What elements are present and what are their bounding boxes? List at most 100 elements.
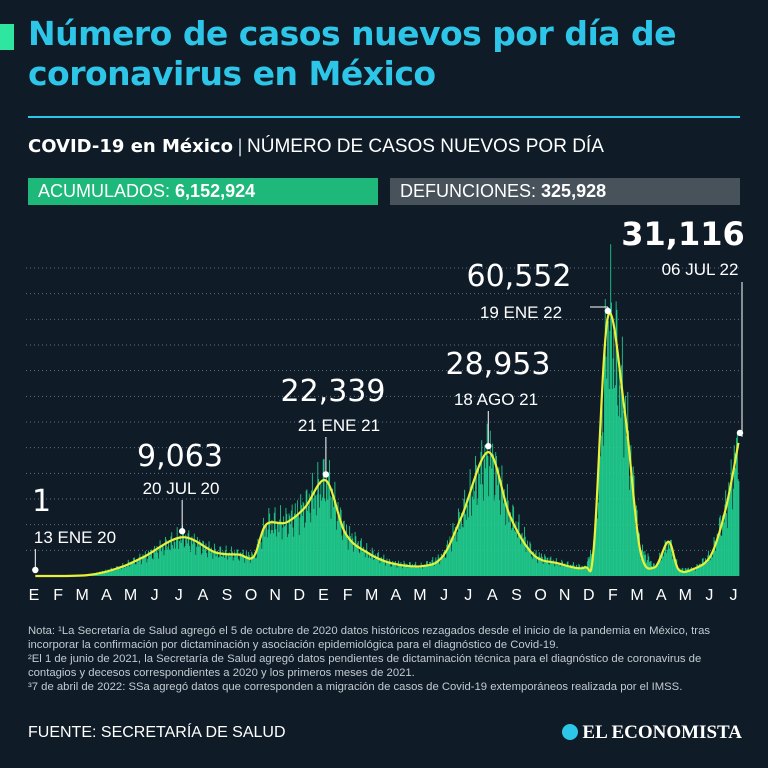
daily-bar [722, 515, 724, 576]
daily-bar [487, 456, 489, 576]
daily-bar [532, 551, 534, 576]
daily-bar [274, 507, 276, 576]
daily-bar [140, 564, 142, 576]
daily-bar [538, 552, 540, 576]
daily-bar [123, 566, 125, 576]
daily-bar [572, 564, 574, 576]
daily-bar [467, 504, 469, 576]
daily-bar [332, 506, 334, 576]
daily-bar [454, 537, 455, 576]
daily-bar [315, 515, 317, 576]
subtitle-bold: COVID-19 en México [28, 136, 233, 157]
daily-bar [168, 549, 170, 576]
daily-bar [229, 557, 231, 576]
daily-bar [167, 546, 169, 576]
daily-bar [258, 546, 260, 576]
daily-bar [181, 539, 183, 576]
daily-bar [527, 546, 529, 576]
daily-bar [209, 549, 211, 576]
daily-bar [733, 488, 734, 576]
daily-bar [561, 559, 563, 576]
daily-bar [700, 566, 702, 576]
daily-bar [551, 561, 553, 576]
daily-bar [475, 465, 477, 576]
daily-bar [679, 568, 681, 576]
daily-bar [153, 548, 155, 576]
annotation-value: 60,552 [467, 259, 572, 294]
daily-bar [409, 562, 410, 576]
daily-bar [680, 569, 682, 576]
daily-bar [697, 565, 699, 576]
daily-bar [628, 430, 630, 576]
daily-bar [367, 557, 369, 576]
daily-bar [724, 504, 726, 576]
daily-bar [285, 507, 287, 576]
daily-bar [651, 566, 653, 576]
daily-bar [513, 530, 515, 576]
daily-bar [117, 568, 119, 576]
daily-bar [478, 466, 480, 576]
daily-bar [738, 481, 740, 576]
daily-bar [152, 559, 154, 576]
daily-bar [373, 559, 375, 576]
daily-bar [339, 507, 341, 576]
daily-bar [503, 489, 505, 576]
x-tick-label: A [656, 587, 667, 604]
daily-bar [127, 564, 128, 576]
daily-bar [504, 502, 506, 576]
daily-bar [565, 566, 567, 576]
daily-bar [378, 560, 380, 576]
daily-bar [614, 385, 616, 576]
daily-bar [499, 514, 501, 576]
daily-bar [662, 552, 664, 576]
daily-bar [507, 500, 509, 576]
daily-bar [287, 533, 289, 576]
daily-bar [635, 505, 637, 576]
daily-bar [144, 556, 145, 576]
daily-bar [241, 553, 243, 576]
daily-bar [283, 516, 285, 576]
daily-bar [213, 552, 215, 576]
daily-bar [319, 494, 321, 576]
daily-bar [612, 358, 614, 576]
daily-bar [256, 544, 258, 576]
daily-bar [431, 560, 433, 576]
daily-bar [524, 526, 525, 576]
daily-bar [670, 539, 671, 576]
daily-bar [480, 451, 482, 576]
daily-bar [146, 562, 148, 576]
daily-bar [558, 563, 560, 576]
daily-bar [577, 566, 579, 576]
daily-bar [549, 557, 551, 576]
daily-bar [402, 568, 403, 576]
daily-bar [304, 522, 306, 576]
daily-bar [652, 567, 654, 576]
annotation-dot [32, 566, 39, 574]
footnotes: Nota: ¹La Secretaría de Salud agregó el … [28, 624, 748, 694]
x-tick-label: A [487, 587, 498, 604]
accent-bar [0, 24, 14, 50]
daily-bar [614, 388, 616, 576]
daily-bar [571, 567, 573, 576]
x-tick-label: F [343, 587, 353, 604]
daily-bar [520, 544, 522, 576]
daily-bar [345, 531, 347, 576]
daily-bar [377, 551, 379, 576]
daily-bar [303, 503, 305, 576]
daily-bar [430, 561, 431, 576]
daily-bar [370, 555, 372, 576]
daily-bar [210, 547, 212, 576]
daily-bar [361, 549, 363, 576]
daily-bar [388, 562, 389, 576]
daily-bar [112, 570, 114, 576]
daily-bar [187, 533, 189, 576]
daily-bar [446, 544, 448, 576]
daily-bar [430, 563, 432, 576]
acumulados-value: 6,152,924 [175, 181, 256, 201]
daily-bar [365, 549, 367, 576]
daily-bar [131, 563, 133, 576]
daily-bar [212, 558, 214, 576]
daily-bar [379, 563, 381, 576]
daily-bar [252, 553, 253, 576]
daily-bar [334, 481, 336, 576]
